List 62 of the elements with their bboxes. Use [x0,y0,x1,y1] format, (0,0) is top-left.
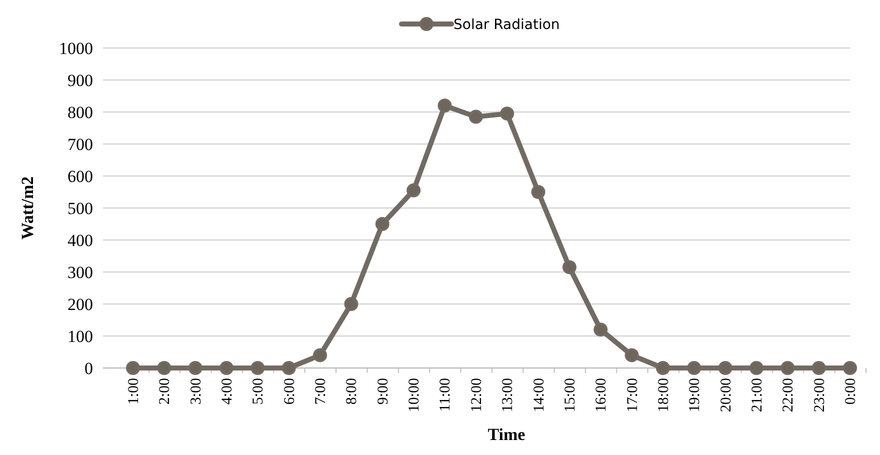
x-tick-label: 6:00 [282,378,298,405]
x-tick-label: 9:00 [375,378,392,405]
point [624,348,639,362]
point [188,361,202,375]
point [438,98,452,113]
x-tick-label: 8:00 [344,378,360,405]
y-tick-label: 300 [68,262,93,282]
x-tick-label: 11:00 [438,378,454,412]
point [282,361,296,375]
x-tick-label: 22:00 [780,378,797,412]
x-tick-label: 4:00 [220,378,236,405]
point [594,322,608,337]
y-tick-label: 200 [68,294,93,314]
point [500,106,514,121]
point [468,110,483,124]
legend-label: Solar Radiation [454,16,560,33]
point [843,361,857,375]
point [687,361,702,375]
point [344,297,358,311]
y-tick-label: 0 [84,358,93,378]
x-tick-label: 17:00 [624,378,641,412]
x-tick-label: 14:00 [531,378,548,412]
point [749,361,764,375]
x-tick-label: 3:00 [188,378,204,405]
x-tick-label: 5:00 [250,378,267,405]
x-tick-label: 1:00 [126,378,142,405]
x-tick-label: 16:00 [594,378,610,412]
x-tick-label: 10:00 [406,378,423,412]
y-tick-label: 100 [68,326,93,346]
point [126,361,140,375]
point [375,217,390,231]
y-tick-label: 900 [68,70,93,90]
x-tick-label: 19:00 [687,378,704,412]
point [406,183,421,198]
point [250,361,265,375]
x-tick-label: 18:00 [656,378,672,412]
point [157,361,172,375]
point [718,361,732,375]
y-tick-label: 600 [68,166,93,186]
point [656,361,670,375]
y-tick-label: 500 [68,198,93,218]
point [812,361,826,375]
x-tick-label: 21:00 [749,378,766,412]
y-axis-title: Watt/m2 [18,176,37,240]
y-tick-label: 700 [68,134,93,154]
y-tick-label: 400 [68,230,93,250]
x-tick-label: 13:00 [500,378,516,412]
point [780,361,795,375]
x-tick-label: 0:00 [843,378,859,405]
x-tick-label: 15:00 [562,378,578,412]
y-tick-label: 800 [68,102,93,122]
point [531,185,546,199]
y-tick-label: 1000 [59,38,93,58]
x-tick-label: 2:00 [157,378,174,405]
x-tick-label: 23:00 [812,378,828,412]
x-axis-title: Time [488,425,526,444]
x-tick-label: 7:00 [313,378,330,405]
point [562,260,576,274]
point [220,361,234,375]
point [313,348,328,362]
x-tick-label: 20:00 [718,378,734,412]
x-tick-label: 12:00 [468,378,485,412]
